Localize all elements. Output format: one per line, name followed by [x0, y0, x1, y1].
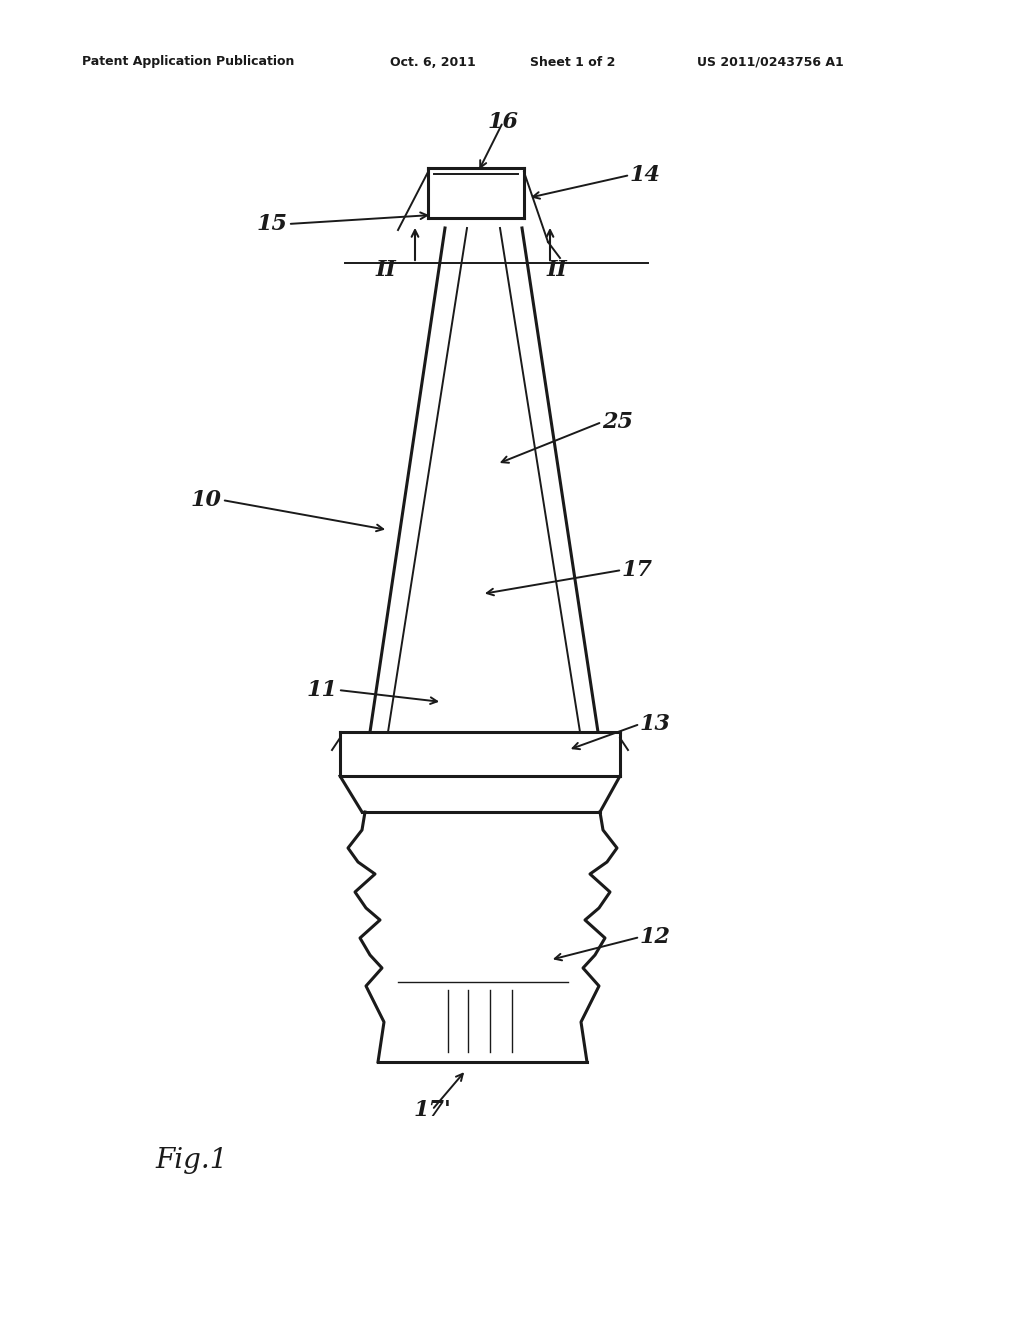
- Text: 17': 17': [413, 1100, 451, 1121]
- Text: Patent Application Publication: Patent Application Publication: [82, 55, 294, 69]
- Text: Oct. 6, 2011: Oct. 6, 2011: [390, 55, 476, 69]
- Text: 14: 14: [630, 164, 662, 186]
- Text: 17: 17: [622, 558, 653, 581]
- Text: 10: 10: [191, 488, 222, 511]
- Text: 25: 25: [602, 411, 633, 433]
- Text: II: II: [547, 259, 567, 281]
- Text: Fig.1: Fig.1: [155, 1147, 227, 1173]
- Text: US 2011/0243756 A1: US 2011/0243756 A1: [697, 55, 844, 69]
- Text: II: II: [376, 259, 396, 281]
- Text: 11: 11: [307, 678, 338, 701]
- Text: 12: 12: [640, 927, 671, 948]
- Text: 15: 15: [257, 213, 288, 235]
- Text: 13: 13: [640, 713, 671, 735]
- Text: Sheet 1 of 2: Sheet 1 of 2: [530, 55, 615, 69]
- Text: 16: 16: [487, 111, 518, 133]
